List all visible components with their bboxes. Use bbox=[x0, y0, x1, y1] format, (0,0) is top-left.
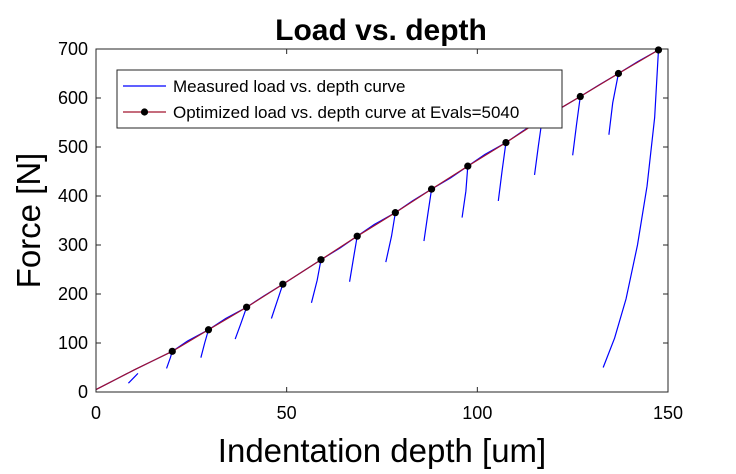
x-tick-label: 50 bbox=[277, 403, 297, 423]
legend-optimized-marker bbox=[140, 108, 149, 116]
optimized-series-point bbox=[391, 209, 399, 217]
legend-optimized-label: Optimized load vs. depth curve at Evals=… bbox=[173, 103, 519, 122]
measured-series-segment bbox=[348, 236, 358, 282]
y-tick-label: 700 bbox=[58, 39, 88, 59]
marker-layer bbox=[168, 46, 663, 355]
optimized-series-point bbox=[279, 280, 287, 288]
x-tick-label: 150 bbox=[653, 403, 683, 423]
x-tick-label: 0 bbox=[91, 403, 101, 423]
legend: Measured load vs. depth curve Optimized … bbox=[116, 69, 563, 129]
measured-series-segment bbox=[461, 166, 469, 218]
legend-box bbox=[116, 69, 563, 129]
legend-measured-label: Measured load vs. depth curve bbox=[173, 77, 405, 96]
axis-layer: 0 50 100 150 0 100 200 300 400 500 600 700 bbox=[58, 39, 683, 423]
measured-series-segment bbox=[572, 96, 581, 156]
optimized-series-point bbox=[576, 92, 584, 101]
measured-series-segment bbox=[497, 142, 507, 201]
optimized-series-point bbox=[654, 46, 663, 54]
optimized-series-point bbox=[243, 303, 251, 311]
measured-series-segment bbox=[602, 49, 660, 368]
measured-series-segment bbox=[310, 259, 322, 303]
y-tick-label: 500 bbox=[58, 137, 88, 157]
y-tick-label: 200 bbox=[58, 284, 88, 304]
measured-series-segment bbox=[608, 73, 620, 135]
y-axis-label: Force [N] bbox=[10, 153, 47, 289]
optimized-series-point bbox=[168, 347, 176, 355]
y-tick-label: 600 bbox=[58, 88, 88, 108]
optimized-series-point bbox=[614, 69, 623, 78]
measured-series-segment bbox=[200, 329, 210, 358]
x-axis-label: Indentation depth [um] bbox=[218, 432, 546, 469]
y-tick-label: 100 bbox=[58, 333, 88, 353]
measured-series-segment bbox=[423, 189, 433, 242]
measured-series-segment bbox=[234, 307, 248, 340]
measured-series-segment bbox=[127, 372, 139, 384]
optimized-series-point bbox=[502, 138, 510, 147]
y-tick-label: 0 bbox=[78, 382, 88, 402]
measured-series-segment bbox=[270, 284, 284, 319]
optimized-series-point bbox=[353, 232, 361, 240]
optimized-series-point bbox=[464, 162, 472, 170]
x-tick-label: 100 bbox=[462, 403, 492, 423]
y-tick-label: 300 bbox=[58, 235, 88, 255]
optimized-series-point bbox=[204, 326, 213, 334]
measured-series-segment bbox=[385, 212, 396, 263]
chart-title: Load vs. depth bbox=[275, 14, 487, 47]
optimized-series-point bbox=[317, 256, 325, 264]
y-tick-label: 400 bbox=[58, 186, 88, 206]
optimized-series-point bbox=[427, 185, 436, 193]
